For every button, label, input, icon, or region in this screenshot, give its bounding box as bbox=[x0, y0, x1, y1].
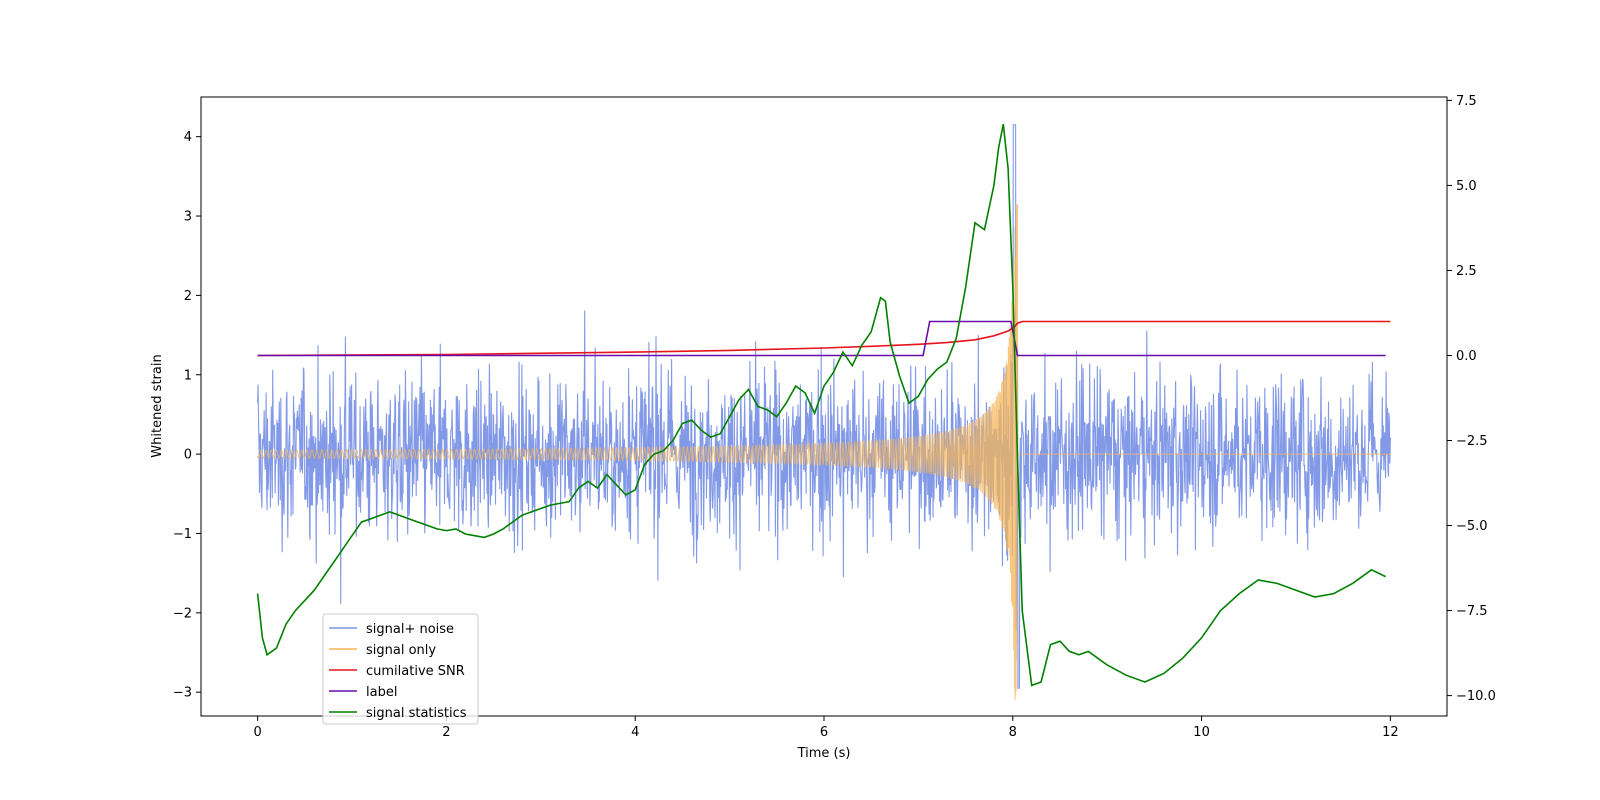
legend-label: signal only bbox=[366, 643, 436, 658]
right-tick-label: 7.5 bbox=[1456, 94, 1477, 109]
series-label-line bbox=[257, 320, 1386, 357]
plot-area bbox=[256, 124, 1391, 701]
left-tick-label: −3 bbox=[173, 686, 192, 701]
left-y-axis: −3 −2 −1 0 1 2 3 4 bbox=[173, 130, 201, 701]
left-tick-label: −1 bbox=[173, 527, 192, 542]
series-signal-noise-line bbox=[257, 124, 1391, 689]
left-tick-label: 1 bbox=[184, 368, 192, 383]
y-axis-label: Whitened strain bbox=[150, 354, 165, 457]
right-tick-label: −2.5 bbox=[1456, 434, 1488, 449]
legend-label: signal statistics bbox=[366, 706, 467, 721]
legend-label: label bbox=[366, 685, 397, 700]
right-tick-label: −7.5 bbox=[1456, 604, 1488, 619]
right-tick-label: −5.0 bbox=[1456, 519, 1488, 534]
left-tick-label: 4 bbox=[184, 130, 192, 145]
legend-box bbox=[322, 613, 479, 725]
left-tick-label: −2 bbox=[173, 606, 192, 621]
series-signal-only-line bbox=[257, 204, 1391, 701]
x-axis-label: Time (s) bbox=[797, 746, 851, 761]
legend-label: signal+ noise bbox=[366, 622, 454, 637]
left-tick-label: 3 bbox=[184, 210, 192, 225]
legend-label: cumilative SNR bbox=[366, 664, 465, 679]
right-tick-label: 5.0 bbox=[1456, 179, 1477, 194]
x-tick-label: 6 bbox=[820, 725, 828, 740]
x-tick-label: 8 bbox=[1009, 725, 1017, 740]
x-tick-label: 2 bbox=[442, 725, 450, 740]
right-tick-label: 2.5 bbox=[1456, 264, 1477, 279]
series-cumilative-snr-line bbox=[257, 320, 1391, 357]
right-tick-label: 0.0 bbox=[1456, 349, 1477, 364]
right-tick-label: −10.0 bbox=[1456, 689, 1496, 704]
x-axis: 0 2 4 6 8 10 12 bbox=[253, 716, 1399, 740]
x-tick-label: 0 bbox=[253, 725, 261, 740]
series-signal-statistics-line bbox=[256, 124, 1386, 687]
left-tick-label: 0 bbox=[184, 448, 192, 463]
left-tick-label: 2 bbox=[184, 289, 192, 304]
x-tick-label: 10 bbox=[1193, 725, 1210, 740]
x-tick-label: 12 bbox=[1382, 725, 1399, 740]
x-tick-label: 4 bbox=[631, 725, 639, 740]
legend: signal+ noise signal only cumilative SNR la… bbox=[322, 613, 479, 725]
right-y-axis: −10.0 −7.5 −5.0 −2.5 0.0 2.5 5.0 7.5 bbox=[1447, 94, 1496, 704]
